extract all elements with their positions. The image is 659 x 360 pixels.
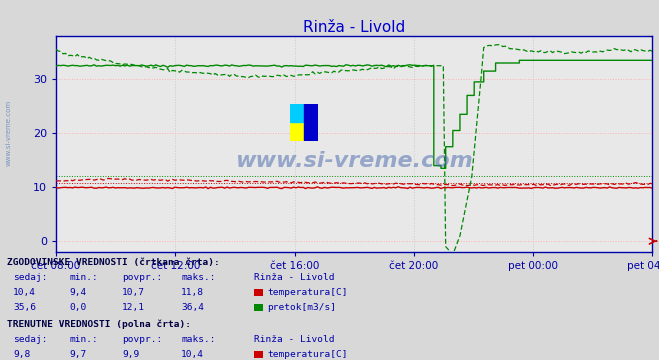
Text: 10,4: 10,4 (181, 350, 204, 359)
Text: Rinža - Livold: Rinža - Livold (254, 273, 334, 282)
Text: 9,9: 9,9 (122, 350, 139, 359)
Text: 9,4: 9,4 (69, 288, 86, 297)
Text: min.:: min.: (69, 273, 98, 282)
Text: maks.:: maks.: (181, 335, 215, 344)
Text: 9,7: 9,7 (69, 350, 86, 359)
Text: Rinža - Livold: Rinža - Livold (254, 335, 334, 344)
Text: 9,8: 9,8 (13, 350, 30, 359)
Text: 10,7: 10,7 (122, 288, 145, 297)
Text: 10,4: 10,4 (13, 288, 36, 297)
Text: temperatura[C]: temperatura[C] (267, 350, 347, 359)
Text: www.si-vreme.com: www.si-vreme.com (235, 151, 473, 171)
Text: 11,8: 11,8 (181, 288, 204, 297)
Text: 36,4: 36,4 (181, 303, 204, 312)
Text: maks.:: maks.: (181, 273, 215, 282)
Text: min.:: min.: (69, 335, 98, 344)
Text: temperatura[C]: temperatura[C] (267, 288, 347, 297)
Text: povpr.:: povpr.: (122, 335, 162, 344)
Text: sedaj:: sedaj: (13, 335, 47, 344)
Text: povpr.:: povpr.: (122, 273, 162, 282)
Text: 0,0: 0,0 (69, 303, 86, 312)
Text: 35,6: 35,6 (13, 303, 36, 312)
Title: Rinža - Livold: Rinža - Livold (303, 20, 405, 35)
Text: ZGODOVINSKE VREDNOSTI (črtkana črta):: ZGODOVINSKE VREDNOSTI (črtkana črta): (7, 258, 219, 267)
Text: 12,1: 12,1 (122, 303, 145, 312)
Text: TRENUTNE VREDNOSTI (polna črta):: TRENUTNE VREDNOSTI (polna črta): (7, 319, 190, 329)
Text: sedaj:: sedaj: (13, 273, 47, 282)
Text: pretok[m3/s]: pretok[m3/s] (267, 303, 336, 312)
Text: www.si-vreme.com: www.si-vreme.com (5, 100, 11, 166)
